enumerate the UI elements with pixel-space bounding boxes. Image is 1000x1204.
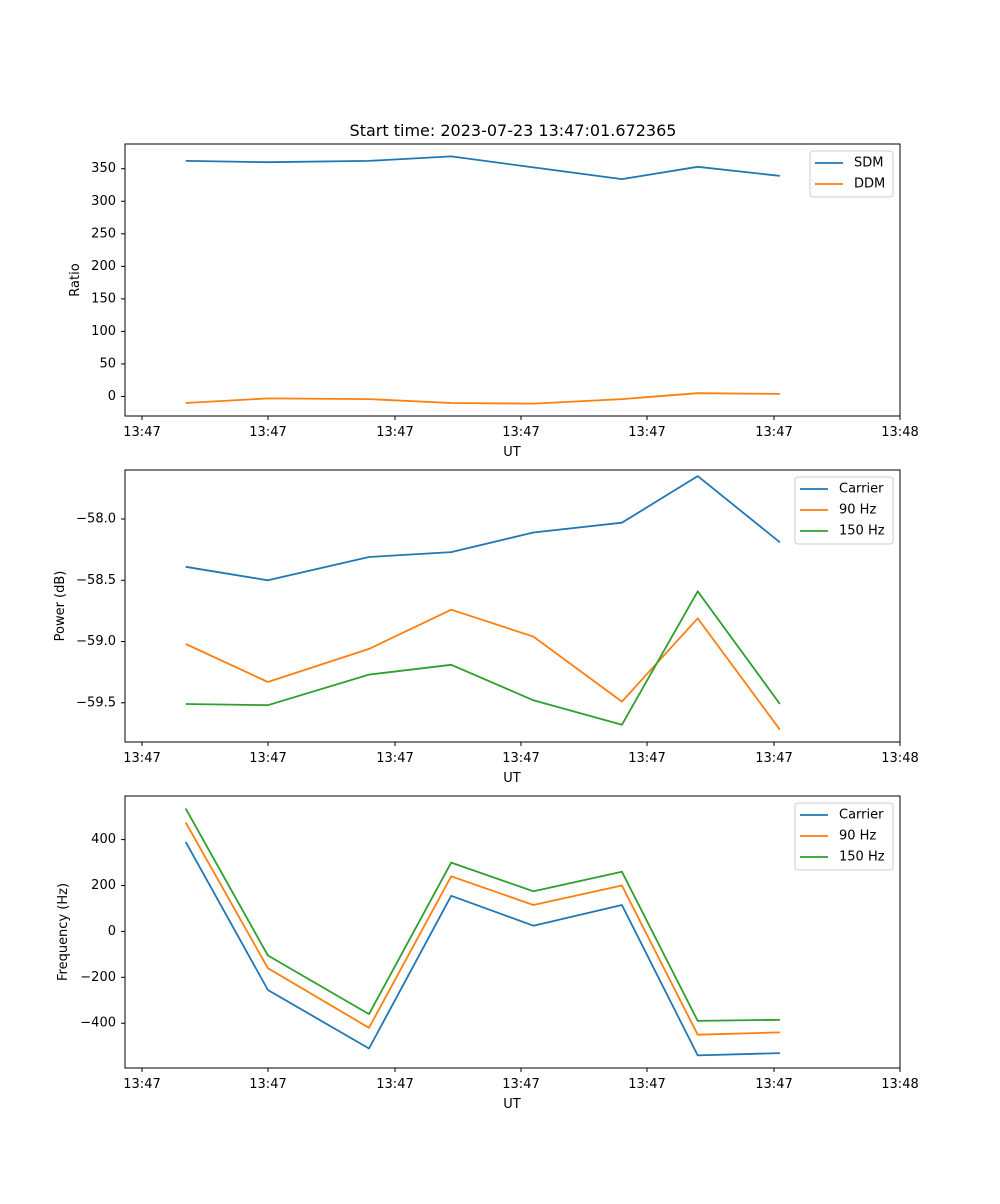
legend-label-ddm: DDM: [854, 177, 885, 192]
legend-label-150hz: 150 Hz: [839, 524, 885, 539]
y-tick-label: −400: [80, 1016, 116, 1031]
x-tick-label: 13:47: [628, 1077, 665, 1092]
x-tick-labels: 13:47 13:47 13:47 13:47 13:47 13:47 13:4…: [123, 425, 918, 440]
legend-label-carrier: Carrier: [839, 482, 884, 497]
x-tick-label: 13:47: [249, 751, 286, 766]
y-tick-label: 50: [99, 356, 116, 371]
x-ticks: [141, 1068, 901, 1072]
y-tick-labels: −59.5 −59.0 −58.5 −58.0: [76, 512, 116, 711]
y-tick-labels: −400 −200 0 200 400: [80, 832, 116, 1031]
y-tick-label: −58.0: [76, 512, 116, 527]
x-tick-labels: 13:47 13:47 13:47 13:47 13:47 13:47 13:4…: [123, 751, 918, 766]
legend-label-90hz: 90 Hz: [839, 829, 876, 844]
plot-frame: [124, 143, 901, 417]
legend-label-90hz: 90 Hz: [839, 503, 876, 518]
y-tick-label: 400: [91, 832, 116, 847]
x-axis-label: UT: [503, 771, 521, 786]
x-tick-label: 13:48: [881, 1077, 918, 1092]
x-tick-label: 13:47: [628, 751, 665, 766]
y-tick-label: 150: [91, 291, 116, 306]
x-tick-label: 13:48: [881, 425, 918, 440]
legend-label-sdm: SDM: [854, 156, 883, 171]
y-tick-label: 0: [108, 924, 116, 939]
series-line-sdm: [185, 155, 780, 181]
y-tick-label: 200: [91, 878, 116, 893]
x-tick-label: 13:47: [755, 425, 792, 440]
legend: Carrier 90 Hz 150 Hz: [794, 802, 894, 871]
series-line-150hz: [185, 590, 781, 726]
y-tick-label: −59.0: [76, 634, 116, 649]
x-tick-label: 13:47: [376, 1077, 413, 1092]
legend-label-150hz: 150 Hz: [839, 850, 885, 865]
series-line-carrier: [185, 475, 781, 582]
series-line-90hz: [184, 821, 780, 1036]
y-axis-label: Ratio: [68, 263, 83, 296]
x-tick-label: 13:47: [123, 425, 160, 440]
x-tick-label: 13:47: [755, 1077, 792, 1092]
y-tick-label: −58.5: [76, 573, 116, 588]
y-tick-label: 300: [91, 194, 116, 209]
y-tick-label: −200: [80, 970, 116, 985]
plot-frame: [124, 795, 901, 1069]
x-tick-label: 13:47: [249, 425, 286, 440]
x-tick-label: 13:47: [502, 425, 539, 440]
x-tick-label: 13:47: [376, 751, 413, 766]
x-tick-label: 13:47: [628, 425, 665, 440]
y-axis-label: Frequency (Hz): [56, 883, 71, 981]
y-tick-label: −59.5: [76, 695, 116, 710]
series-lines: [184, 808, 780, 1057]
y-ticks: [121, 168, 125, 397]
x-tick-label: 13:47: [249, 1077, 286, 1092]
legend: Carrier 90 Hz 150 Hz: [794, 476, 894, 545]
plot-frame: [124, 469, 901, 743]
series-line-90hz: [185, 608, 781, 731]
y-tick-label: 0: [108, 389, 116, 404]
y-tick-label: 100: [91, 324, 116, 339]
x-ticks: [141, 416, 901, 420]
x-axis-label: UT: [503, 1097, 521, 1112]
series-line-carrier: [184, 841, 780, 1057]
series-lines: [185, 155, 780, 405]
x-tick-labels: 13:47 13:47 13:47 13:47 13:47 13:47 13:4…: [123, 1077, 918, 1092]
x-tick-label: 13:47: [123, 751, 160, 766]
series-line-150hz: [184, 808, 780, 1022]
x-tick-label: 13:47: [502, 751, 539, 766]
x-tick-label: 13:47: [123, 1077, 160, 1092]
panel-frequency: 13:47 13:47 13:47 13:47 13:47 13:47 13:4…: [56, 795, 919, 1112]
x-tick-label: 13:47: [755, 751, 792, 766]
panel-power: 13:47 13:47 13:47 13:47 13:47 13:47 13:4…: [53, 469, 919, 786]
x-tick-label: 13:47: [376, 425, 413, 440]
panel-ratio: 13:47 13:47 13:47 13:47 13:47 13:47 13:4…: [68, 143, 919, 460]
y-tick-labels: 0 50 100 150 200 250 300 350: [91, 161, 116, 404]
chart-title: Start time: 2023-07-23 13:47:01.672365: [350, 121, 677, 140]
y-ticks: [121, 839, 125, 1024]
x-tick-label: 13:48: [881, 751, 918, 766]
x-axis-label: UT: [503, 445, 521, 460]
x-ticks: [141, 742, 901, 746]
y-axis-label: Power (dB): [53, 571, 68, 642]
y-ticks: [121, 518, 125, 704]
y-tick-label: 350: [91, 161, 116, 176]
y-tick-label: 250: [91, 226, 116, 241]
series-line-ddm: [185, 392, 780, 405]
x-tick-label: 13:47: [502, 1077, 539, 1092]
legend-box: [794, 476, 894, 545]
series-lines: [185, 475, 781, 731]
legend: SDM DDM: [809, 150, 894, 198]
y-tick-label: 200: [91, 259, 116, 274]
legend-label-carrier: Carrier: [839, 808, 884, 823]
legend-box: [794, 802, 894, 871]
